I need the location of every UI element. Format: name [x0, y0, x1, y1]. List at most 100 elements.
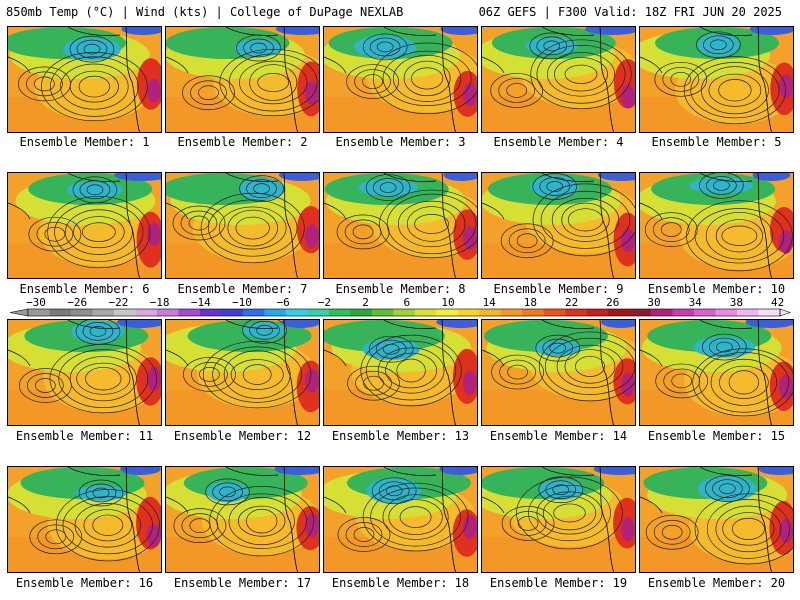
- map-svg: [8, 27, 161, 132]
- ensemble-member-map: [323, 319, 478, 426]
- colorbar-swatch: [92, 309, 115, 316]
- map-svg: [640, 27, 793, 132]
- member-caption: Ensemble Member: 20: [647, 576, 786, 590]
- member-caption: Ensemble Member: 18: [331, 576, 470, 590]
- colorbar-swatch: [285, 309, 308, 316]
- member-caption: Ensemble Member: 6: [19, 282, 150, 296]
- map-svg: [324, 320, 477, 425]
- map-svg: [166, 27, 319, 132]
- map-svg: [482, 320, 635, 425]
- colorbar-swatch: [414, 309, 437, 316]
- model-valid-time: 06Z GEFS | F300 Valid: 18Z FRI JUN 20 20…: [478, 5, 782, 19]
- colorbar-swatch: [436, 309, 459, 316]
- colorbar-tick-label: 2: [362, 296, 369, 309]
- map-svg: [324, 467, 477, 572]
- colorbar-swatch: [350, 309, 373, 316]
- colorbar-tick-label: −10: [232, 296, 252, 309]
- member-caption: Ensemble Member: 7: [177, 282, 308, 296]
- colorbar-swatch: [608, 309, 630, 316]
- member-caption: Ensemble Member: 19: [489, 576, 628, 590]
- map-svg: [324, 27, 477, 132]
- member-caption: Ensemble Member: 15: [647, 429, 786, 443]
- colorbar-tick-label: 26: [606, 296, 620, 309]
- colorbar-swatch: [307, 309, 330, 316]
- ensemble-member-map: [481, 172, 636, 279]
- colorbar-tick-label: 10: [441, 296, 455, 309]
- member-caption: Ensemble Member: 9: [493, 282, 624, 296]
- colorbar-tick-label: 34: [688, 296, 702, 309]
- colorbar-swatch: [221, 309, 244, 316]
- map-svg: [482, 27, 635, 132]
- colorbar-swatch: [328, 309, 351, 316]
- colorbar-swatch: [629, 309, 652, 316]
- colorbar-swatch: [457, 309, 480, 316]
- colorbar-swatch: [70, 309, 93, 316]
- colorbar-swatch: [135, 309, 158, 316]
- member-caption: Ensemble Member: 14: [489, 429, 628, 443]
- colorbar-swatch: [113, 309, 136, 316]
- chart-title: 850mb Temp (°C) | Wind (kts) | College o…: [6, 5, 404, 19]
- member-caption: Ensemble Member: 3: [335, 135, 466, 149]
- colorbar-tick-label: 38: [729, 296, 744, 309]
- ensemble-member-map: [7, 172, 162, 279]
- colorbar-tick-label: −2: [317, 296, 332, 309]
- colorbar-swatch: [672, 309, 695, 316]
- colorbar-tick-label: −18: [149, 296, 170, 309]
- colorbar-swatch: [479, 309, 501, 316]
- ensemble-member-map: [165, 26, 320, 133]
- ensemble-member-map: [481, 466, 636, 573]
- colorbar-tick-label: 6: [403, 296, 411, 309]
- map-svg: [482, 173, 635, 278]
- colorbar-swatch: [500, 309, 523, 316]
- temperature-colorbar: −30 −26 −22 −18 −14 −10 −6 −2 2 6 10 14 18 22 26 30 34 38…: [8, 297, 792, 317]
- colorbar-tick-label: −30: [26, 296, 46, 309]
- map-svg: [8, 173, 161, 278]
- colorbar-swatch: [758, 309, 781, 316]
- colorbar-swatch: [522, 309, 544, 316]
- ensemble-member-map: [323, 26, 478, 133]
- member-caption: Ensemble Member: 8: [335, 282, 466, 296]
- ensemble-member-map: [481, 26, 636, 133]
- ensemble-member-map: [7, 26, 162, 133]
- member-caption: Ensemble Member: 13: [331, 429, 470, 443]
- colorbar-tick-label: −26: [67, 296, 88, 309]
- ensemble-member-map: [7, 319, 162, 426]
- map-svg: [640, 320, 793, 425]
- map-svg: [640, 467, 793, 572]
- member-caption: Ensemble Member: 12: [173, 429, 312, 443]
- colorbar-swatch: [199, 309, 222, 316]
- map-svg: [324, 173, 477, 278]
- member-caption: Ensemble Member: 1: [19, 135, 150, 149]
- ensemble-member-map: [323, 466, 478, 573]
- colorbar-swatch: [393, 309, 416, 316]
- colorbar-swatch: [715, 309, 738, 316]
- ensemble-member-map: [639, 319, 794, 426]
- colorbar-swatch: [694, 309, 716, 316]
- ensemble-member-map: [165, 466, 320, 573]
- colorbar-swatch: [264, 309, 287, 316]
- colorbar-swatch: [737, 309, 759, 316]
- map-svg: [8, 467, 161, 572]
- member-caption: Ensemble Member: 16: [15, 576, 154, 590]
- colorbar-swatch: [565, 309, 587, 316]
- colorbar-swatch: [586, 309, 609, 316]
- member-caption: Ensemble Member: 2: [177, 135, 308, 149]
- map-svg: [8, 320, 161, 425]
- ensemble-member-map: [7, 466, 162, 573]
- ensemble-member-map: [323, 172, 478, 279]
- colorbar-tick-label: 30: [647, 296, 661, 309]
- colorbar-swatch: [178, 309, 201, 316]
- colorbar-swatch: [49, 309, 72, 316]
- colorbar-tick-label: 22: [564, 296, 579, 309]
- map-svg: [640, 173, 793, 278]
- member-caption: Ensemble Member: 11: [15, 429, 154, 443]
- ensemble-member-map: [165, 319, 320, 426]
- colorbar-swatch: [543, 309, 566, 316]
- member-caption: Ensemble Member: 5: [651, 135, 782, 149]
- colorbar-tick-label: −14: [190, 296, 211, 309]
- colorbar-tick-label: 14: [482, 296, 496, 309]
- colorbar-tick-label: 18: [523, 296, 538, 309]
- member-caption: Ensemble Member: 10: [647, 282, 786, 296]
- colorbar-tick-label: 42: [770, 296, 785, 309]
- ensemble-member-map: [165, 172, 320, 279]
